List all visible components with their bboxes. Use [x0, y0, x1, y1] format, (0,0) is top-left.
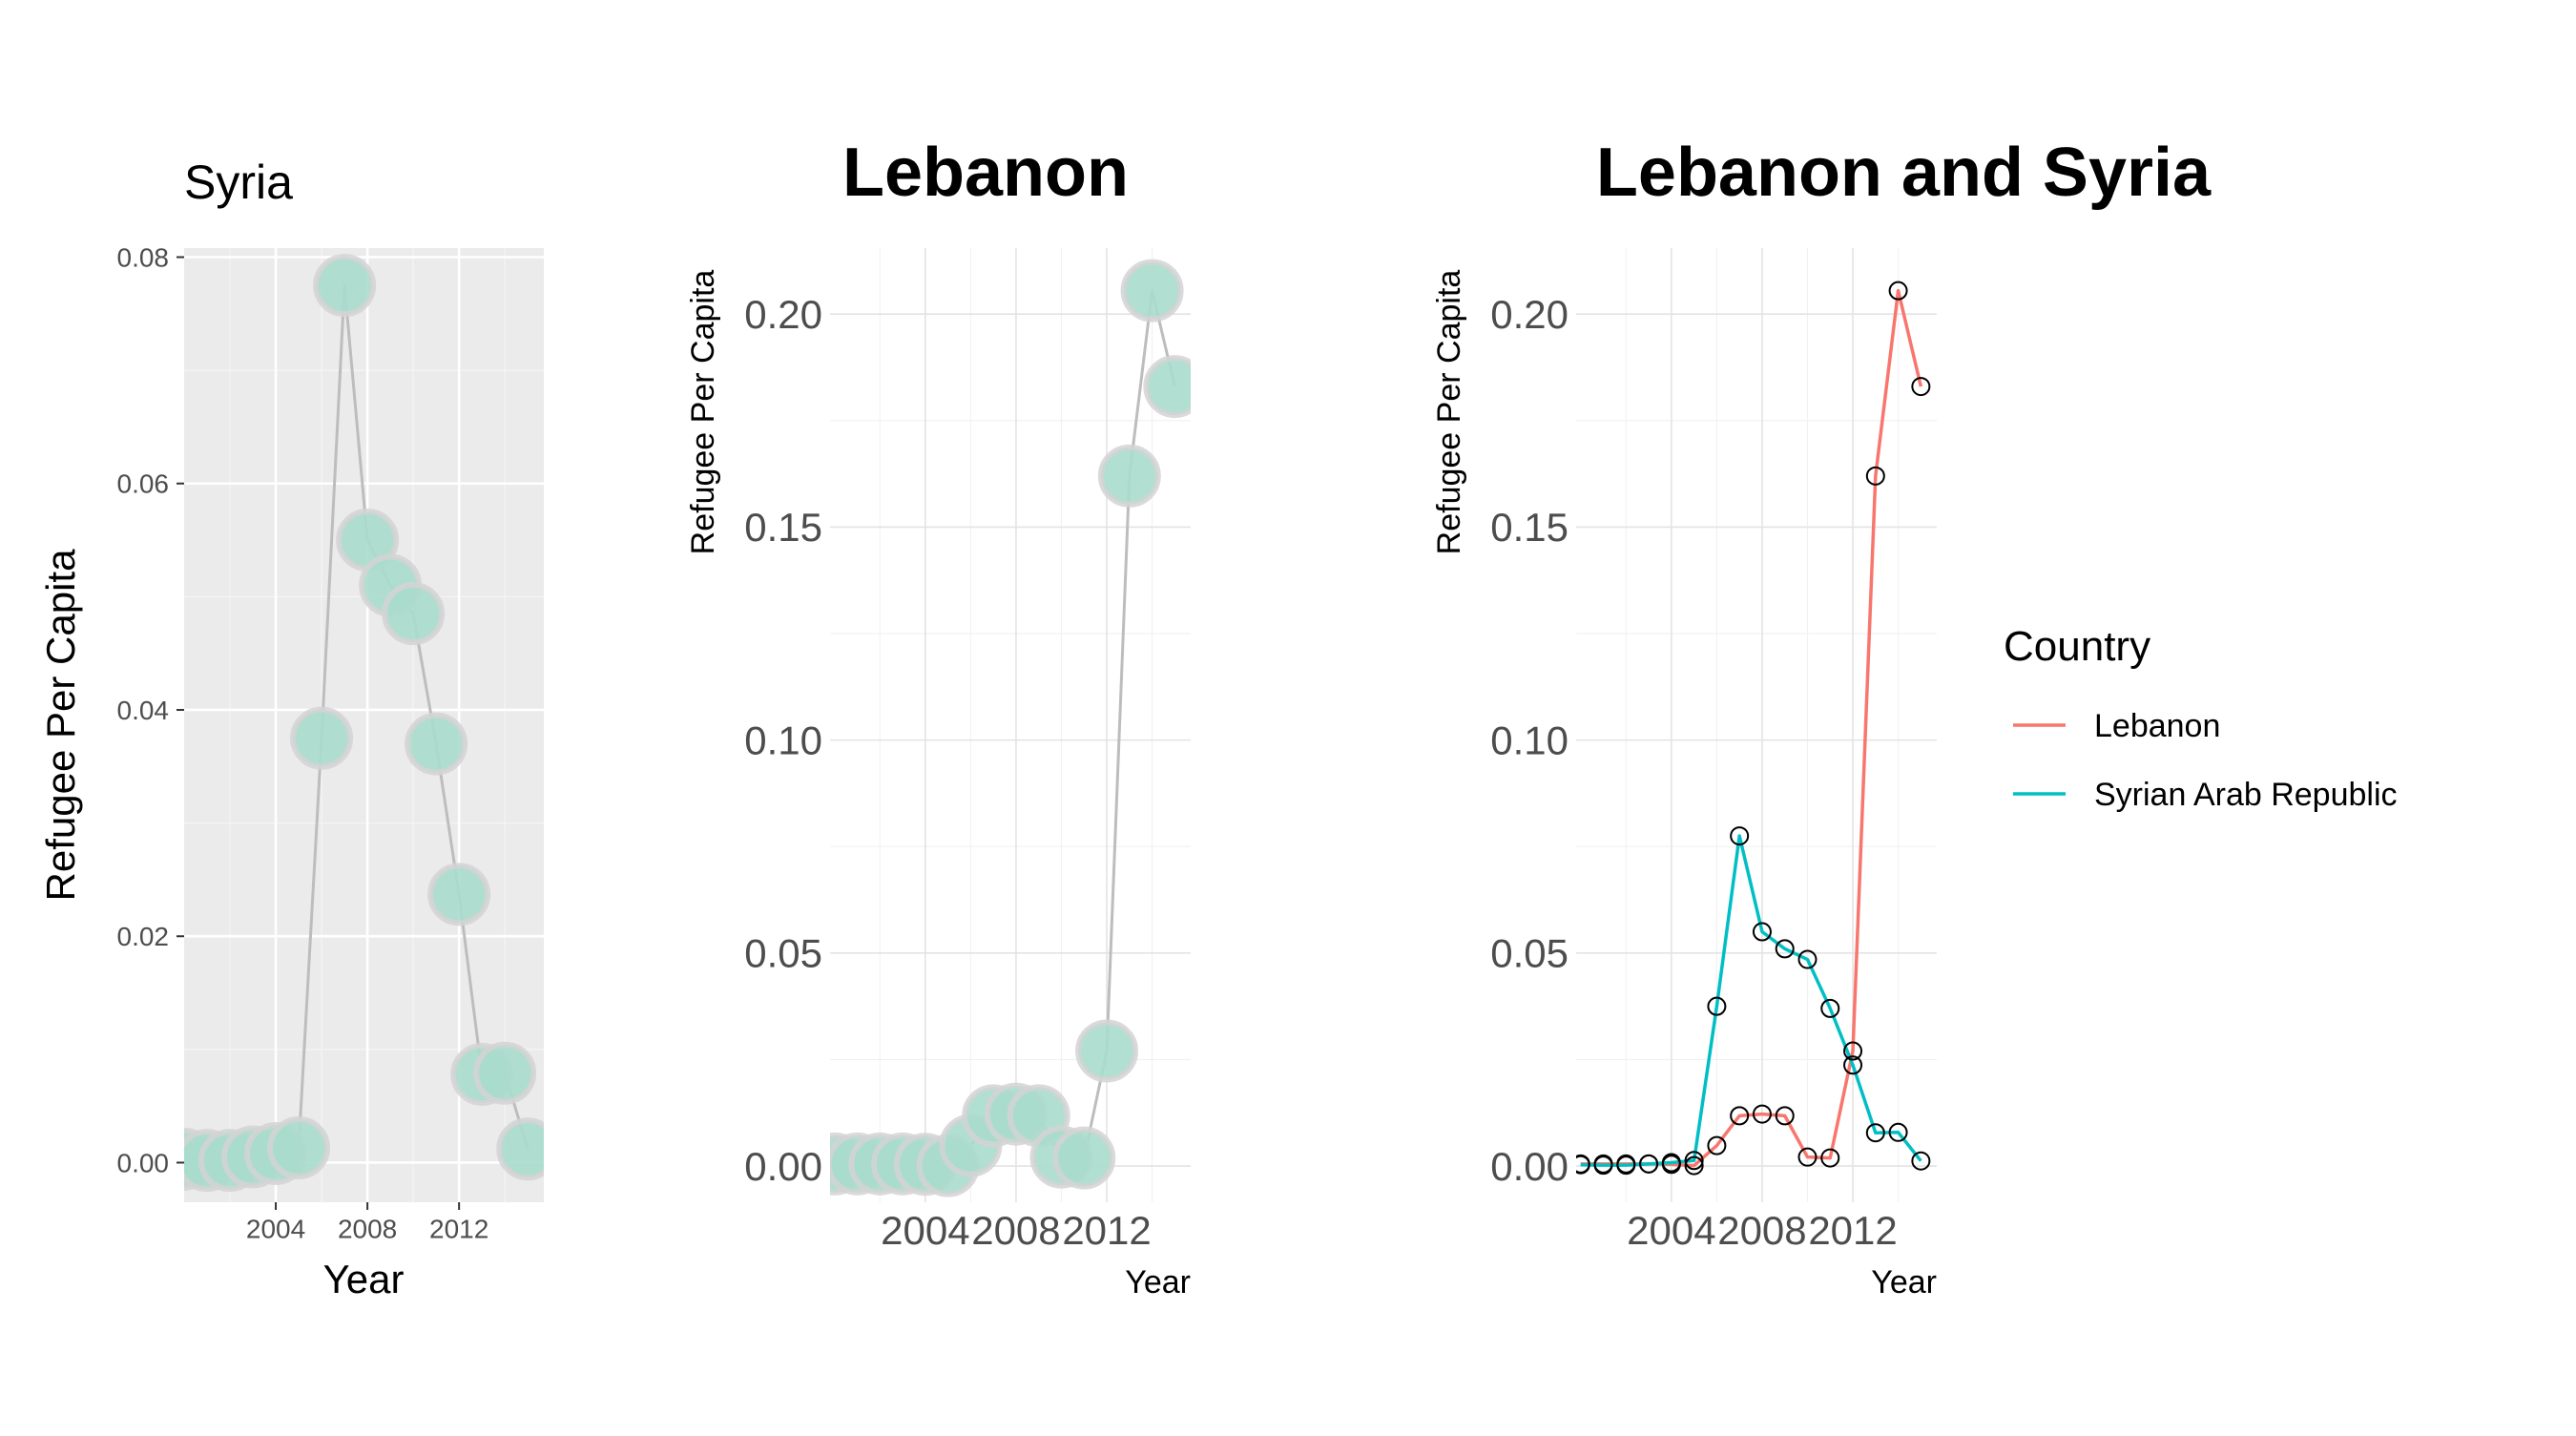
y-tick-label: 0.02	[117, 922, 170, 951]
data-point	[1576, 1155, 1590, 1175]
y-tick-label: 0.20	[1490, 292, 1568, 337]
plot-panel	[1576, 248, 1937, 1202]
x-tick-label: 2012	[1062, 1208, 1151, 1253]
y-tick-label: 0.00	[1490, 1144, 1568, 1189]
series-line-2	[1580, 834, 1922, 1167]
data-point	[405, 712, 468, 776]
data-point	[1616, 1155, 1636, 1176]
x-tick-label: 2004	[1627, 1208, 1715, 1253]
data-point	[1797, 949, 1818, 969]
chart-title: Lebanon and Syria	[1596, 135, 2212, 211]
data-point	[1752, 1104, 1772, 1124]
data-point	[1820, 998, 1840, 1018]
data-point	[1639, 1154, 1659, 1174]
y-axis-label: Refugee Per Capita	[685, 270, 721, 555]
x-tick-label: 2008	[338, 1214, 397, 1243]
data-point	[427, 863, 491, 926]
y-tick-label: 0.10	[1490, 718, 1568, 762]
data-point	[1143, 355, 1191, 419]
data-point	[1775, 1106, 1795, 1126]
data-point	[1752, 922, 1772, 942]
legend-title: Country	[2004, 623, 2150, 670]
chart-title: Syria	[184, 156, 293, 209]
chart-panel-3: 0.00 0.05 0.10 0.15 0.20 2004 2008 2012 Lebanon …	[1431, 135, 2398, 1301]
y-tick-label: 0.15	[744, 505, 822, 550]
chart-panel-2: 0.00 0.05 0.10 0.15 0.20 2004 2008 2012 Lebanon Y…	[685, 135, 1191, 1301]
x-tick-label: 2008	[971, 1208, 1060, 1253]
data-point	[267, 1116, 331, 1180]
data-point	[290, 706, 354, 770]
chart-panel-1: 0.00 0.02 0.04 0.06 0.08 2004 2008 2012 Syria Yea…	[38, 156, 544, 1301]
data-point	[382, 582, 446, 646]
data-point	[1730, 826, 1750, 846]
data-point	[1888, 281, 1908, 301]
data-point	[1661, 1153, 1681, 1173]
x-axis-label: Year	[323, 1257, 405, 1301]
data-point	[1865, 466, 1885, 486]
y-tick-label: 0.05	[744, 931, 822, 976]
data-point	[1911, 1151, 1931, 1171]
data-point	[1888, 1122, 1908, 1142]
data-point	[1684, 1151, 1704, 1171]
y-tick-label: 0.04	[117, 696, 170, 725]
data-point	[1843, 1055, 1863, 1075]
data-point	[1865, 1123, 1885, 1143]
data-point	[1911, 377, 1931, 397]
data-point	[313, 254, 377, 318]
y-axis-label: Refugee Per Capita	[1431, 270, 1467, 555]
y-tick-label: 0.05	[1490, 931, 1568, 976]
y-tick-label: 0.20	[744, 292, 822, 337]
legend: Country Lebanon Syrian Arab Republic	[2004, 623, 2398, 813]
data-layer	[1576, 281, 1931, 1176]
y-tick-label: 0.10	[744, 718, 822, 762]
chart-title: Lebanon	[842, 135, 1129, 211]
data-point	[1707, 1135, 1727, 1155]
y-tick-label: 0.06	[117, 469, 170, 499]
y-tick-label: 0.08	[117, 242, 170, 272]
data-point	[1797, 1147, 1818, 1167]
data-layer	[184, 254, 544, 1193]
data-point	[1820, 1148, 1840, 1168]
x-tick-label: 2008	[1717, 1208, 1806, 1253]
data-point	[1097, 444, 1161, 508]
y-tick-label: 0.15	[1490, 505, 1568, 550]
x-axis-label: Year	[1871, 1264, 1937, 1301]
legend-label-2: Syrian Arab Republic	[2094, 777, 2398, 813]
data-point	[1684, 1155, 1704, 1176]
data-point	[473, 1041, 537, 1105]
data-point	[1052, 1126, 1116, 1190]
y-axis-label: Refugee Per Capita	[38, 549, 83, 902]
data-point	[1120, 259, 1184, 323]
data-layer	[830, 259, 1191, 1197]
data-point	[1775, 939, 1795, 959]
y-tick-label: 0.00	[744, 1144, 822, 1189]
x-tick-label: 2004	[246, 1214, 305, 1243]
legend-label-1: Lebanon	[2094, 708, 2220, 744]
x-tick-label: 2012	[1808, 1208, 1897, 1253]
data-point	[1730, 1106, 1750, 1126]
data-point	[1593, 1155, 1613, 1176]
data-point	[1075, 1019, 1139, 1083]
data-point	[496, 1117, 544, 1181]
y-tick-label: 0.00	[117, 1148, 170, 1177]
data-point	[1843, 1041, 1863, 1061]
x-tick-label: 2012	[429, 1214, 488, 1243]
x-tick-label: 2004	[881, 1208, 969, 1253]
data-point	[1707, 996, 1727, 1016]
x-axis-label: Year	[1125, 1264, 1191, 1301]
